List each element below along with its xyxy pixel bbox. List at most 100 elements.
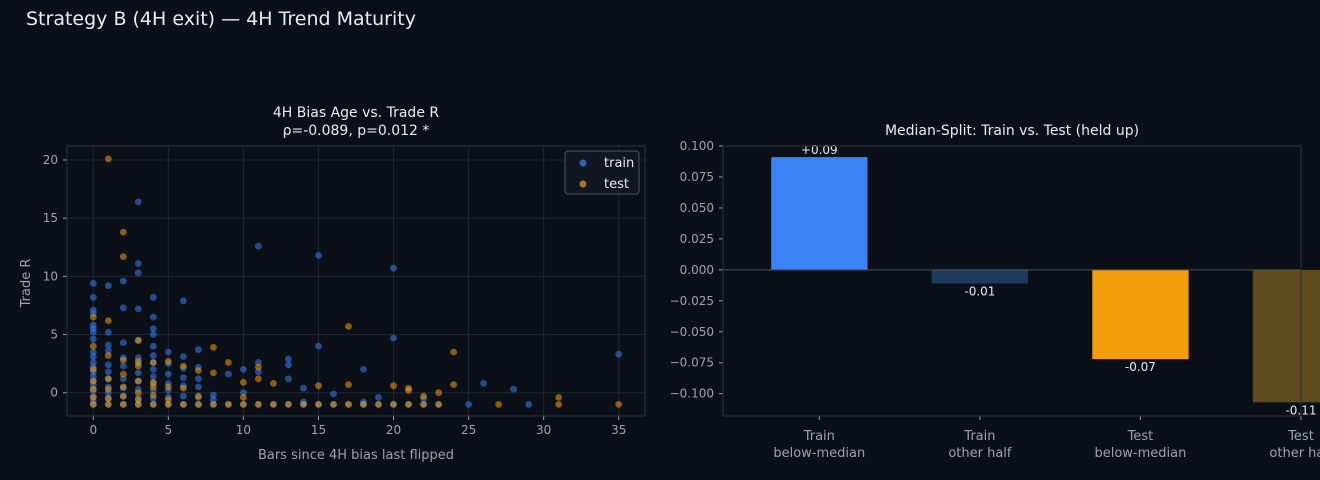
scatter-point-train <box>375 394 382 401</box>
bar-category-line: below-median <box>773 446 865 461</box>
bar-category-label: Test other half <box>1269 429 1320 461</box>
bar-category-label: Test below-median <box>1094 429 1186 461</box>
bar-y-tick-label: −0.100 <box>670 387 714 401</box>
scatter-x-tick-label: 15 <box>311 423 326 437</box>
scatter-point-test <box>134 396 142 404</box>
scatter-point-train <box>315 252 322 259</box>
scatter-point-test <box>134 362 142 370</box>
bar-chart: Median-Split: Train vs. Test (held up) 0… <box>670 123 1320 461</box>
scatter-point-test <box>195 392 202 400</box>
scatter-point-train <box>255 368 262 376</box>
scatter-point-test <box>420 401 427 408</box>
scatter-point-train <box>104 282 112 290</box>
scatter-point-test <box>119 370 127 378</box>
scatter-point-test <box>210 369 217 377</box>
scatter-point-test <box>225 359 232 366</box>
scatter-point-test <box>330 401 337 408</box>
scatter-point-train <box>149 331 157 338</box>
scatter-point-test <box>119 401 127 408</box>
legend-train-label: train <box>604 156 634 171</box>
bar-y-tick-label: −0.050 <box>670 325 714 339</box>
scatter-point-test <box>255 375 262 383</box>
scatter-point-test <box>164 396 172 404</box>
scatter-point-train <box>134 369 142 377</box>
scatter-point-test <box>270 401 277 408</box>
scatter-point-test <box>450 348 457 356</box>
scatter-point-test <box>255 363 262 371</box>
bar-category-labels: Train below-median Train other half Test belo… <box>773 416 1320 461</box>
scatter-point-train <box>119 277 127 285</box>
bar-y-tick-label: 0.100 <box>680 139 714 153</box>
bar-marks: +0.09-0.01-0.07-0.11 <box>723 143 1320 417</box>
scatter-x-tick-label: 5 <box>165 423 173 437</box>
scatter-point-test <box>270 380 277 387</box>
figure-title: Strategy B (4H exit) — 4H Trend Maturity <box>26 8 416 30</box>
scatter-point-test <box>180 362 187 370</box>
scatter-point-train <box>134 198 142 206</box>
scatter-point-test <box>104 395 112 402</box>
scatter-point-train <box>285 375 292 383</box>
scatter-point-test <box>315 401 322 408</box>
bar-value-label: +0.09 <box>801 143 838 157</box>
scatter-point-test <box>119 356 127 364</box>
scatter-point-test <box>405 387 412 394</box>
bar-y-ticks: 0.100 0.075 0.050 0.025 0.000 −0.025 −0.050 −0.… <box>670 139 723 401</box>
scatter-point-train <box>119 362 127 370</box>
scatter-point-test <box>104 401 112 408</box>
scatter-point-test <box>210 343 217 351</box>
bar-3 <box>1252 269 1320 403</box>
scatter-point-test <box>195 367 202 374</box>
scatter-point-train <box>240 389 247 397</box>
scatter-point-test <box>300 401 307 408</box>
scatter-point-test <box>285 401 292 408</box>
scatter-point-train <box>210 396 217 404</box>
scatter-point-train <box>104 368 112 376</box>
scatter-point-train <box>89 279 97 287</box>
scatter-point-train <box>285 361 292 369</box>
bar-y-tick-label: −0.075 <box>670 356 714 370</box>
scatter-point-train <box>465 401 472 408</box>
scatter-point-test <box>345 401 352 408</box>
bar-category-line: below-median <box>1094 446 1186 461</box>
bar-value-label: -0.01 <box>964 285 995 299</box>
scatter-point-train <box>615 350 623 358</box>
scatter-x-tick-label: 20 <box>386 423 401 437</box>
scatter-point-train <box>525 401 532 408</box>
scatter-y-tick-label: 20 <box>43 153 58 167</box>
scatter-point-train <box>255 242 262 250</box>
scatter-point-train <box>104 328 112 336</box>
scatter-point-test <box>89 394 97 401</box>
bar-frame <box>722 145 1302 417</box>
scatter-point-test <box>134 357 142 365</box>
scatter-point-train <box>104 341 112 349</box>
scatter-point-test <box>435 389 442 397</box>
bar-category-line: other half <box>948 446 1012 461</box>
scatter-point-test <box>345 381 352 388</box>
bar-category-line: Test <box>1287 429 1314 444</box>
scatter-point-test <box>240 378 247 386</box>
scatter-point-train <box>134 260 142 267</box>
scatter-point-test <box>119 392 127 400</box>
scatter-y-tick-label: 10 <box>43 269 58 283</box>
scatter-point-test <box>164 401 172 408</box>
scatter-point-train <box>149 342 157 350</box>
bar-2 <box>1092 269 1189 360</box>
scatter-point-test <box>360 401 367 408</box>
scatter-point-train <box>149 293 157 301</box>
scatter-point-train <box>195 346 202 354</box>
scatter-y-tick-label: 5 <box>50 328 58 342</box>
scatter-point-test <box>195 401 202 408</box>
scatter-point-train <box>330 390 337 398</box>
scatter-point-test <box>149 383 157 391</box>
scatter-point-train <box>149 313 157 321</box>
scatter-point-train <box>180 297 187 305</box>
bar-category-line: Train <box>963 429 995 444</box>
scatter-point-train <box>480 380 487 387</box>
scatter-point-test <box>240 401 247 408</box>
scatter-point-test <box>104 375 112 383</box>
scatter-point-train <box>149 366 157 373</box>
legend-train-marker <box>579 159 587 167</box>
scatter-point-train <box>285 355 292 363</box>
legend-test-marker <box>579 180 587 188</box>
